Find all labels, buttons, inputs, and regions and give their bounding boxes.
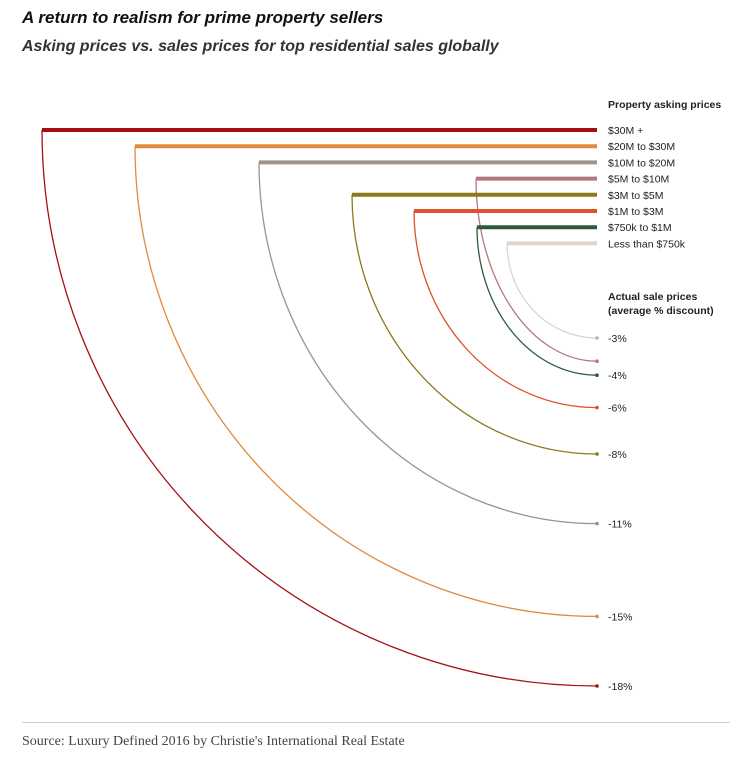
discount-label-4: -8%: [608, 449, 627, 461]
sale-arc-3: [475, 178, 598, 362]
sale-legend-title-line1: Actual sale prices: [608, 291, 697, 303]
arc-chart: Property asking prices Actual sale price…: [41, 99, 721, 693]
asking-label-4: $3M to $5M: [608, 190, 663, 202]
discount-label-1: -15%: [608, 611, 633, 623]
sale-point-6: [595, 373, 599, 378]
asking-label-6: $750k to $1M: [608, 222, 672, 234]
sale-arc-5: [413, 210, 598, 409]
discount-label-6: -4%: [608, 370, 627, 382]
sale-point-2: [595, 521, 599, 526]
discount-label-0: -18%: [608, 681, 633, 693]
asking-label-5: $1M to $3M: [608, 206, 663, 218]
chart-title: A return to realism for prime property s…: [22, 8, 384, 27]
sale-point-1: [595, 614, 599, 619]
asking-label-0: $30M +: [608, 125, 643, 137]
sale-arc-1: [134, 146, 598, 618]
asking-label-2: $10M to $20M: [608, 157, 675, 169]
footer-divider: [22, 722, 730, 723]
sale-arc-0: [41, 129, 598, 687]
discount-label-7: -3%: [608, 333, 627, 345]
sale-point-5: [595, 405, 599, 410]
asking-label-1: $20M to $30M: [608, 141, 675, 153]
sale-arc-7: [506, 243, 598, 339]
sale-point-3: [595, 359, 599, 364]
chart-marks: $30M + -18% $20M to $30M -15% $10M to $20M -1…: [41, 125, 686, 693]
source-note: Source: Luxury Defined 2016 by Christie'…: [22, 734, 405, 749]
asking-legend-title: Property asking prices: [608, 99, 721, 111]
discount-label-2: -11%: [608, 519, 632, 531]
asking-label-7: Less than $750k: [608, 238, 686, 250]
sale-legend-title-line2: (average % discount): [608, 305, 714, 317]
chart-subtitle: Asking prices vs. sales prices for top r…: [22, 38, 499, 55]
sale-arc-6: [476, 227, 598, 376]
discount-label-5: -6%: [608, 403, 627, 415]
sale-point-4: [595, 452, 599, 456]
sale-arc-4: [351, 194, 598, 455]
sale-arc-2: [258, 162, 598, 525]
asking-label-3: $5M to $10M: [608, 174, 669, 186]
sale-point-0: [595, 684, 599, 688]
sale-point-7: [595, 336, 599, 340]
